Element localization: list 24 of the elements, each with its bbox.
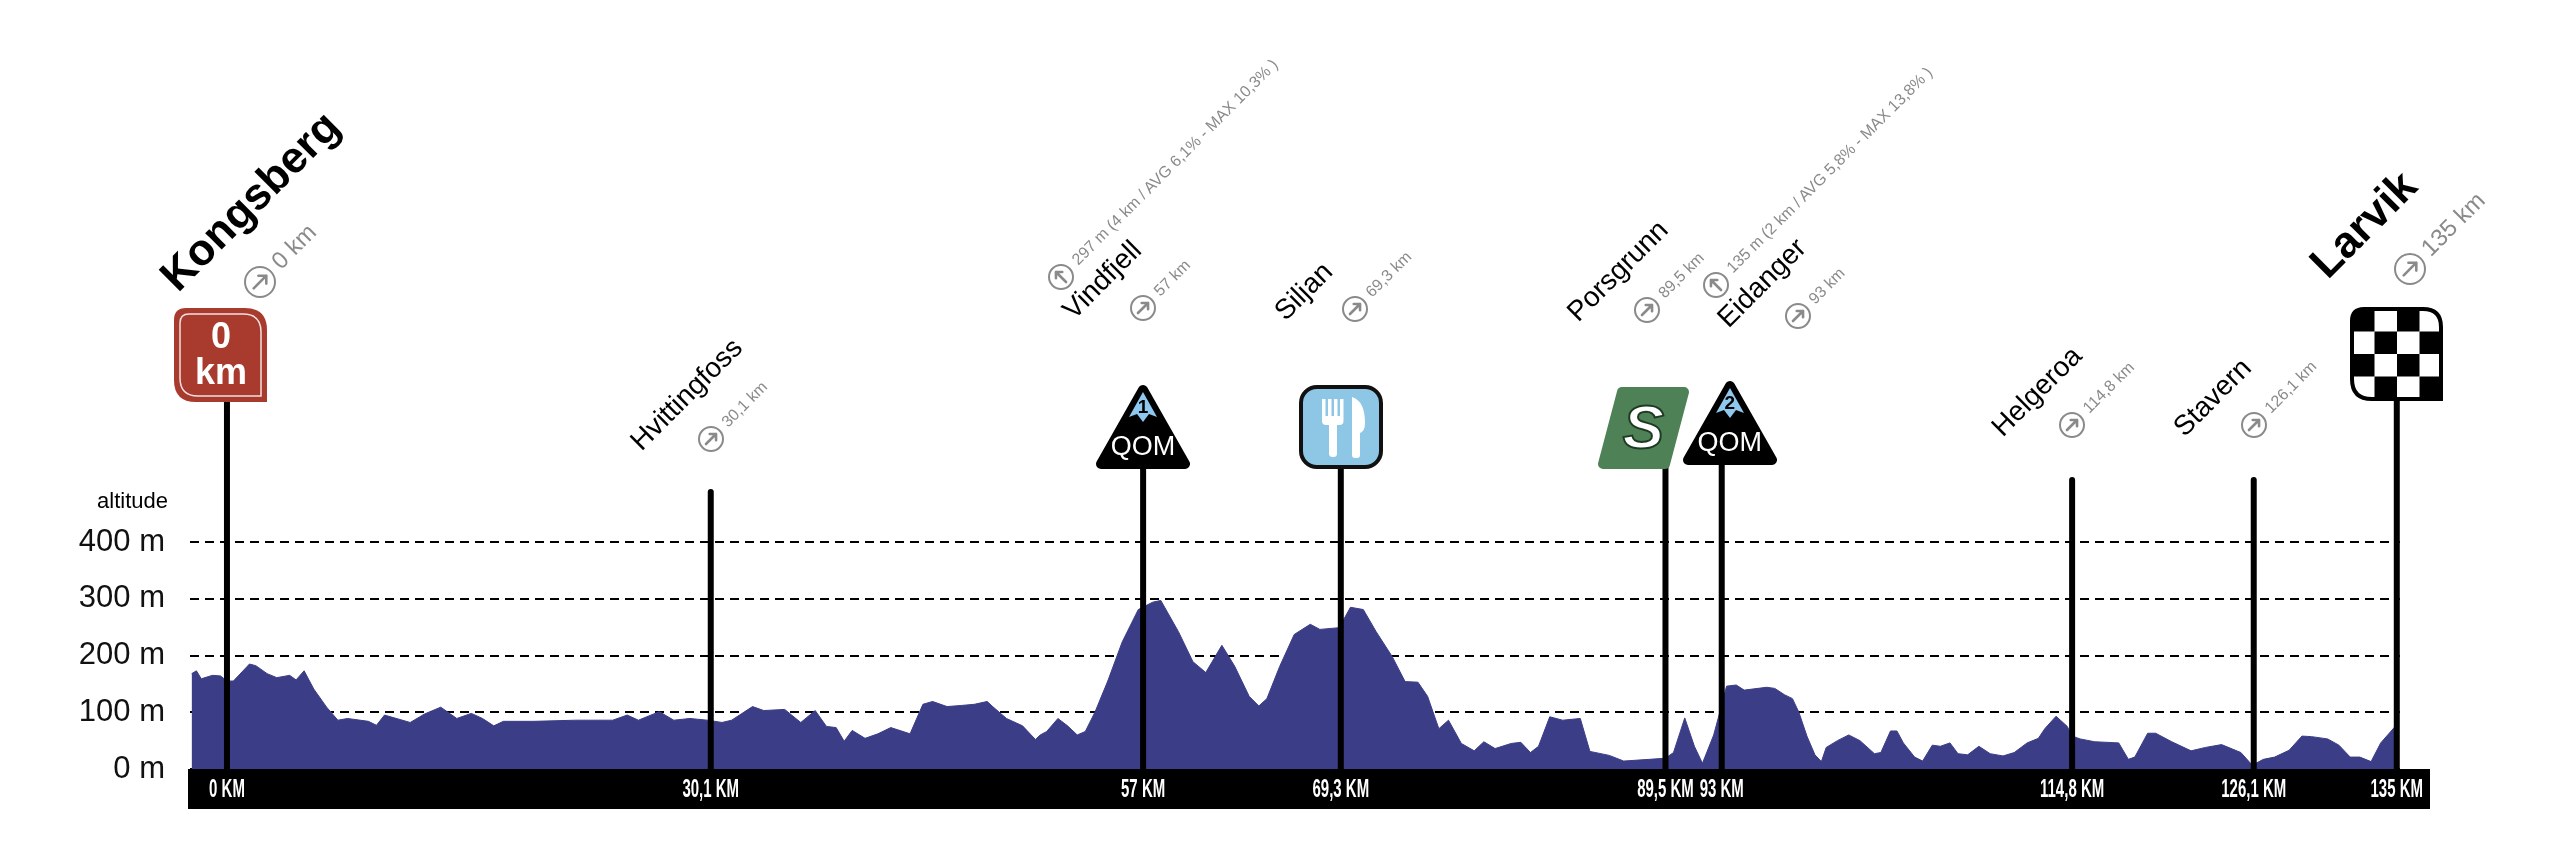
y-tick-label: 400 m [78, 522, 165, 558]
x-tick-label: 0 KM [209, 773, 245, 802]
text: 69,3 km [1362, 247, 1415, 301]
text: 93 km [1805, 264, 1848, 308]
x-tick-label: 126,1 KM [2221, 773, 2287, 802]
text: QOM [1109, 430, 1177, 462]
x-tick-label: 135 KM [2370, 773, 2424, 802]
text: 0 km [193, 315, 248, 392]
y-tick-label: 300 m [78, 579, 165, 615]
text: 1 [1136, 396, 1150, 418]
text: 2 [1723, 392, 1736, 414]
y-tick-label: 0 m [113, 749, 165, 785]
x-tick-label: 114,8 KM [2040, 773, 2105, 802]
text: S [1621, 391, 1666, 463]
x-tick-label: 89,5 KM [1637, 773, 1694, 802]
y-tick-label: 100 m [78, 692, 165, 728]
y-tick-label: 200 m [78, 636, 165, 672]
text: QOM [1696, 426, 1763, 458]
x-tick-label: 57 KM [1121, 773, 1166, 802]
x-tick-label: 30,1 KM [682, 773, 740, 802]
x-tick-label: 69,3 KM [1312, 773, 1370, 802]
text: 57 km [1150, 256, 1194, 300]
y-axis-title: altitude [97, 488, 168, 513]
x-tick-label: 93 KM [1699, 773, 1744, 802]
